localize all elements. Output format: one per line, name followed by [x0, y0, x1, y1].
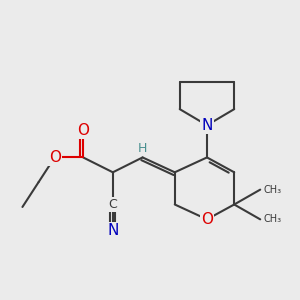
Text: CH₃: CH₃	[263, 184, 281, 195]
Text: N: N	[201, 118, 213, 133]
Text: O: O	[201, 212, 213, 227]
Text: N: N	[107, 223, 118, 238]
Text: CH₃: CH₃	[263, 214, 281, 224]
Text: H: H	[137, 142, 147, 155]
Text: C: C	[108, 198, 117, 211]
Text: O: O	[77, 123, 89, 138]
Text: O: O	[49, 150, 61, 165]
